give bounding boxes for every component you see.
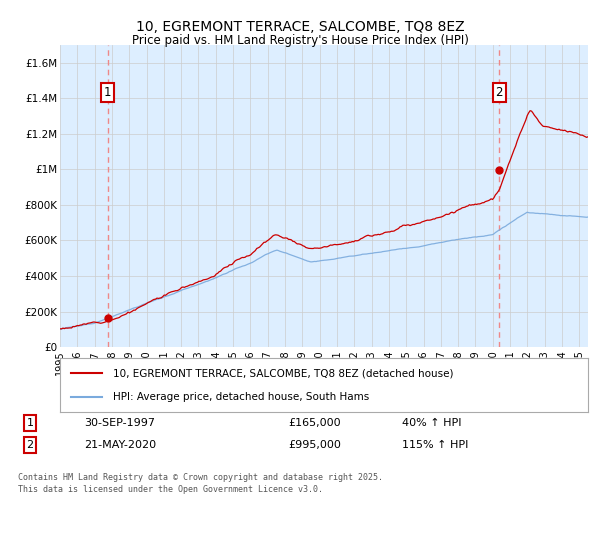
Text: £995,000: £995,000 <box>288 440 341 450</box>
Text: 115% ↑ HPI: 115% ↑ HPI <box>402 440 469 450</box>
Text: 21-MAY-2020: 21-MAY-2020 <box>84 440 156 450</box>
Text: 10, EGREMONT TERRACE, SALCOMBE, TQ8 8EZ: 10, EGREMONT TERRACE, SALCOMBE, TQ8 8EZ <box>136 20 464 34</box>
Text: 40% ↑ HPI: 40% ↑ HPI <box>402 418 461 428</box>
Text: 10, EGREMONT TERRACE, SALCOMBE, TQ8 8EZ (detached house): 10, EGREMONT TERRACE, SALCOMBE, TQ8 8EZ … <box>113 368 454 379</box>
Text: HPI: Average price, detached house, South Hams: HPI: Average price, detached house, Sout… <box>113 391 369 402</box>
Text: 2: 2 <box>26 440 34 450</box>
Text: 30-SEP-1997: 30-SEP-1997 <box>84 418 155 428</box>
Text: 2: 2 <box>496 86 503 99</box>
Text: 1: 1 <box>104 86 112 99</box>
Text: £165,000: £165,000 <box>288 418 341 428</box>
Text: 1: 1 <box>26 418 34 428</box>
Text: Price paid vs. HM Land Registry's House Price Index (HPI): Price paid vs. HM Land Registry's House … <box>131 34 469 46</box>
Text: Contains HM Land Registry data © Crown copyright and database right 2025.
This d: Contains HM Land Registry data © Crown c… <box>18 473 383 494</box>
